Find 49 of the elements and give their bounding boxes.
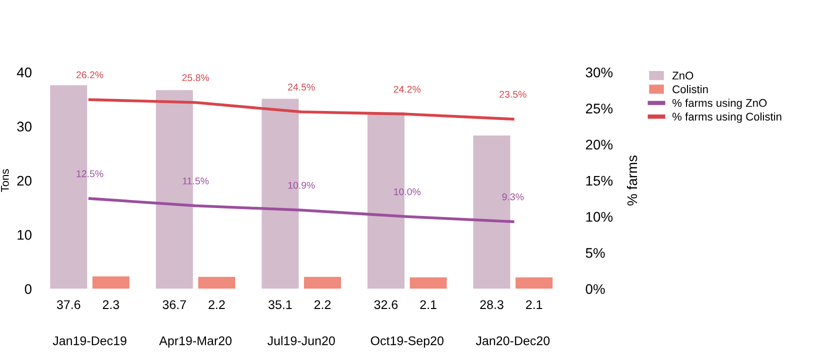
data-label: 10.0% [394,188,421,196]
bar [198,276,236,289]
y-tick-label: 10 [18,230,32,240]
bar [304,276,342,289]
bar [410,277,447,289]
data-label: 2.1 [526,300,542,309]
data-label: 2.3 [102,300,120,310]
data-label: 11.5% [182,178,209,184]
y2-tick-label: 10% [586,212,613,222]
y2-tick-label: 5% [586,248,605,258]
data-label: 24.5% [288,84,315,91]
data-label: 26.2% [76,71,104,78]
line-series [88,98,514,121]
x-tick-label: Oct19-Sep20 [370,336,444,348]
y2-tick-label: 20% [586,140,613,150]
legend-label: % farms using ZnO [672,98,767,110]
x-tick-label: Jan20-Dec20 [476,336,550,346]
data-label: 24.2% [394,86,421,93]
y-tick-label: 40 [16,68,32,78]
data-label: 2.1 [420,300,436,309]
data-label: 23.5% [500,90,526,98]
data-label: 32.6 [374,300,398,310]
y2-axis-title: % farms [626,156,638,206]
y2-tick-label: 30% [586,68,613,78]
data-label: 9.3% [502,193,524,200]
y-tick-label: 0 [24,284,32,294]
bar [92,276,130,289]
y2-tick-label: 25% [586,104,613,114]
bar [516,277,553,289]
x-tick-label: Jan19-Dec19 [52,336,126,346]
y-axis-title: Tons [1,169,9,192]
y2-tick-label: 0% [586,284,605,294]
data-label: 25.8% [182,74,210,82]
x-tick-label: Apr19-Mar20 [159,336,232,348]
data-label: 12.5% [76,170,104,178]
legend-label: % farms using Colistin [672,112,782,123]
data-label: 2.2 [314,300,331,309]
y-tick-label: 20 [17,176,32,186]
data-label: 37.6 [56,300,80,310]
data-label: 36.7 [162,300,186,310]
legend-label: ZnO [672,72,694,80]
y2-tick-label: 15% [586,176,613,186]
x-tick-label: Jul19-Jun20 [267,336,335,346]
data-label: 10.9% [288,182,315,189]
data-label: 35.1 [268,300,292,310]
data-label: 2.2 [208,300,225,309]
legend-label: Colistin [672,85,708,94]
y-tick-label: 30 [17,122,32,132]
data-label: 28.3 [480,300,504,310]
